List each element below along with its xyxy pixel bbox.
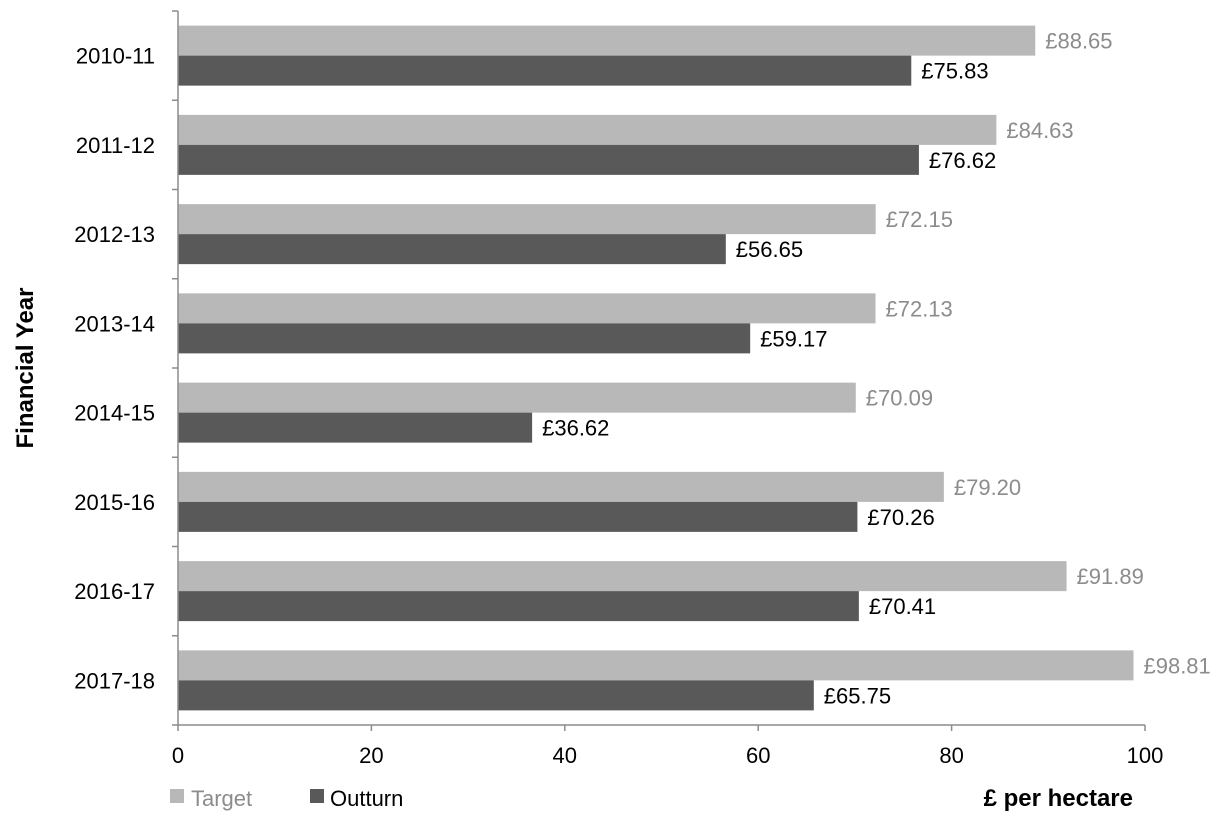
bar-target-2012-13 (178, 204, 876, 235)
data-label-target-2011-12: £84.63 (1006, 118, 1073, 143)
bar-outturn-2016-17 (178, 591, 859, 622)
x-axis-title: £ per hectare (984, 785, 1133, 812)
x-tick-label-0: 0 (172, 743, 184, 768)
data-label-outturn-2015-16: £70.26 (867, 505, 934, 530)
data-label-outturn-2013-14: £59.17 (760, 326, 827, 351)
bar-target-2017-18 (178, 650, 1134, 681)
bar-target-2016-17 (178, 561, 1067, 592)
data-label-outturn-2010-11: £75.83 (921, 59, 988, 84)
category-label-2014-15: 2014-15 (74, 401, 155, 426)
labels-layer: £88.65 £75.83 2010-11 £84.63 £76.62 2011-12 £7… (74, 29, 1211, 768)
category-label-2011-12: 2011-12 (76, 133, 155, 158)
category-label-2013-14: 2013-14 (74, 311, 155, 336)
y-axis-title: Financial Year (12, 288, 39, 449)
data-label-target-2013-14: £72.13 (885, 296, 952, 321)
category-label-2010-11: 2010-11 (76, 44, 155, 69)
axes-layer (172, 10, 1146, 731)
bar-target-2014-15 (178, 382, 856, 413)
bar-target-2011-12 (178, 114, 997, 145)
category-label-2016-17: 2016-17 (74, 579, 155, 604)
x-tick-label-100: 100 (1127, 743, 1164, 768)
category-label-2017-18: 2017-18 (74, 668, 155, 693)
x-tick-label-80: 80 (939, 743, 963, 768)
bar-outturn-2015-16 (178, 501, 858, 532)
data-label-outturn-2011-12: £76.62 (929, 148, 996, 173)
bar-target-2015-16 (178, 471, 944, 502)
data-label-outturn-2017-18: £65.75 (824, 683, 891, 708)
data-label-target-2016-17: £91.89 (1077, 564, 1144, 589)
x-tick-label-60: 60 (746, 743, 770, 768)
bar-target-2010-11 (178, 25, 1036, 56)
data-label-target-2012-13: £72.15 (886, 207, 953, 232)
data-label-target-2017-18: £98.81 (1143, 653, 1210, 678)
data-label-outturn-2016-17: £70.41 (869, 594, 936, 619)
data-label-outturn-2014-15: £36.62 (542, 416, 609, 441)
data-label-target-2015-16: £79.20 (954, 475, 1021, 500)
data-label-target-2010-11: £88.65 (1045, 29, 1112, 54)
bar-outturn-2010-11 (178, 55, 912, 86)
legend-label-outturn: Outturn (330, 786, 403, 811)
bar-outturn-2011-12 (178, 144, 919, 175)
x-tick-label-20: 20 (359, 743, 383, 768)
data-label-target-2014-15: £70.09 (866, 386, 933, 411)
legend-swatch-target (170, 789, 184, 803)
legend: Target Outturn (170, 786, 403, 811)
legend-label-target: Target (191, 786, 252, 811)
bars-layer (178, 25, 1134, 711)
bar-outturn-2012-13 (178, 234, 726, 265)
bar-outturn-2017-18 (178, 680, 814, 711)
data-label-outturn-2012-13: £56.65 (736, 237, 803, 262)
bar-outturn-2014-15 (178, 412, 533, 443)
x-tick-label-40: 40 (553, 743, 577, 768)
bar-outturn-2013-14 (178, 323, 751, 354)
category-label-2012-13: 2012-13 (74, 222, 155, 247)
legend-swatch-outturn (310, 789, 324, 803)
category-label-2015-16: 2015-16 (74, 490, 155, 515)
bar-target-2013-14 (178, 293, 876, 324)
